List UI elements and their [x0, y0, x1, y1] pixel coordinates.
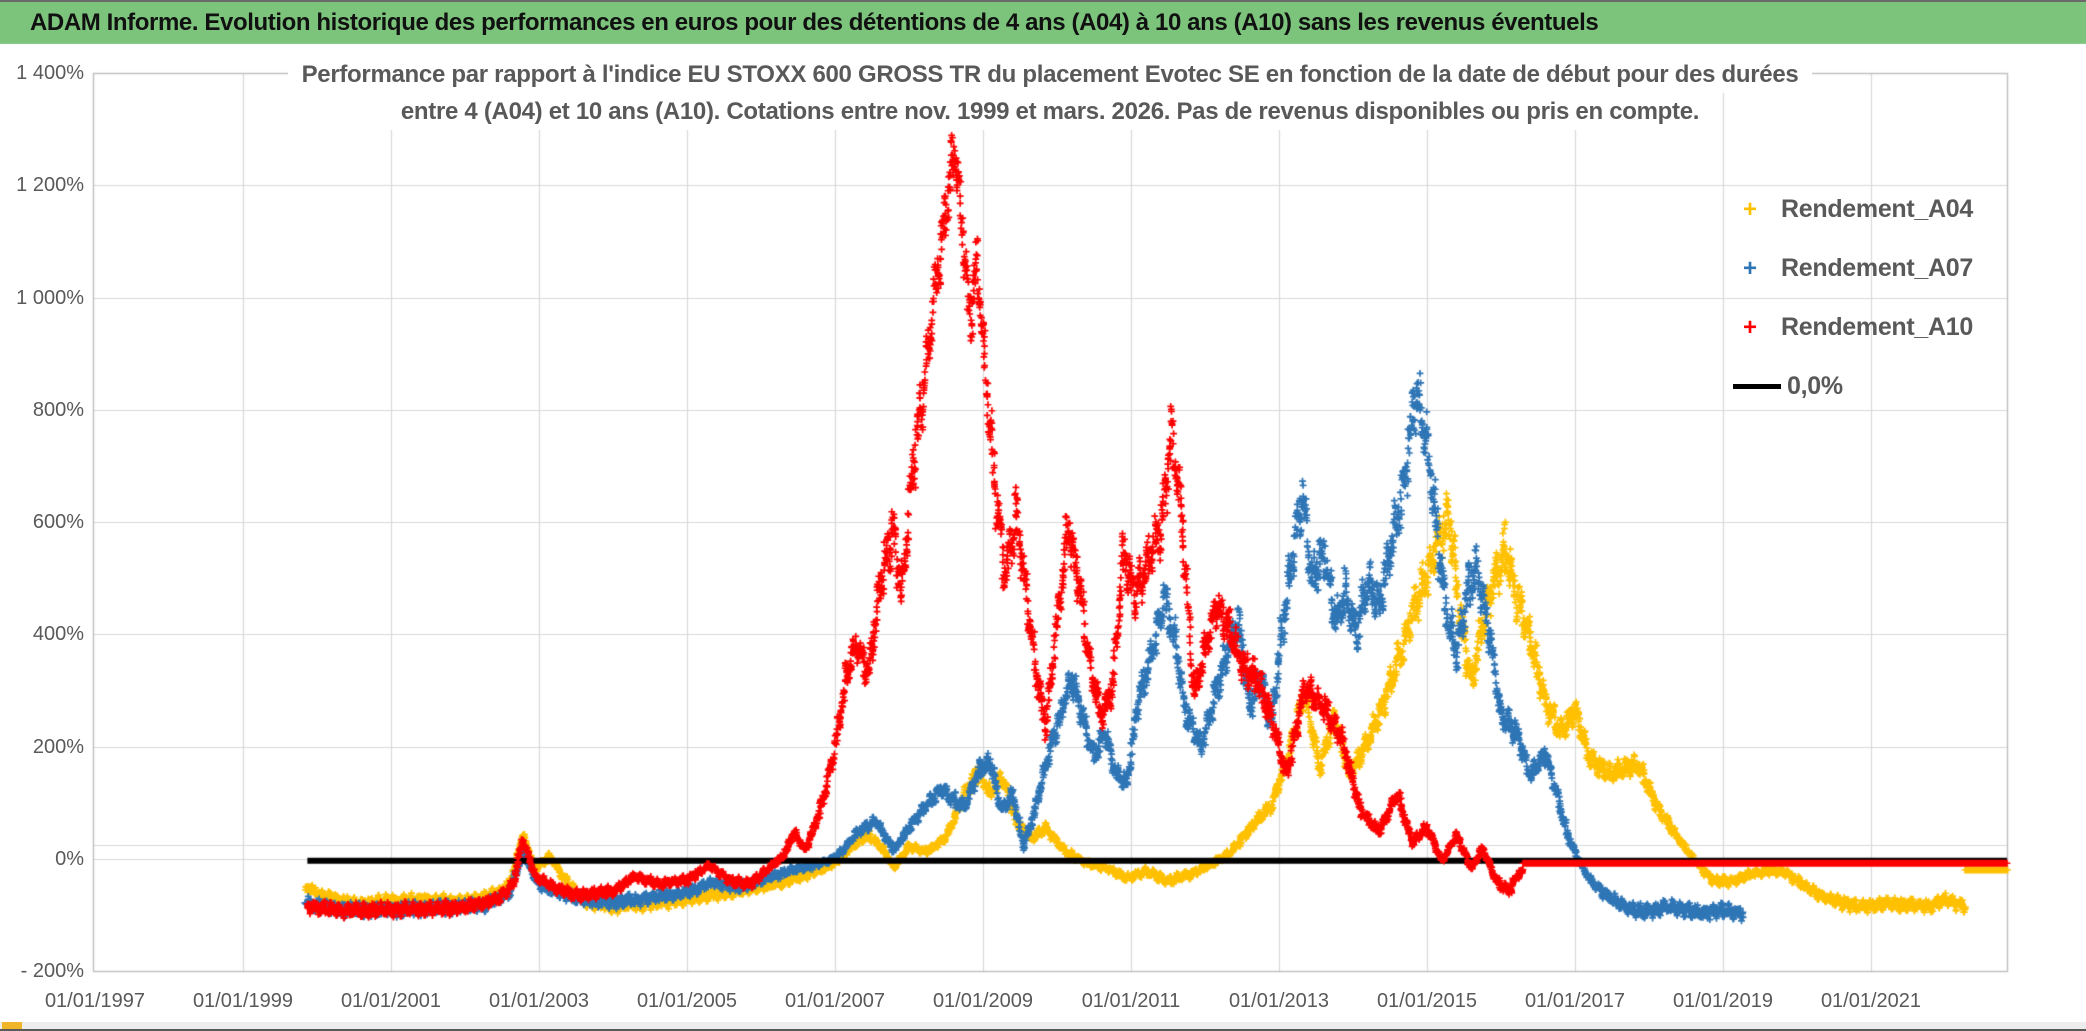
- y-tick-label: 400%: [32, 623, 84, 646]
- gold-accent-bottom-left: [2, 1022, 22, 1029]
- x-tick-label: 01/01/2011: [1081, 990, 1181, 1012]
- x-tick-label: 01/01/2001: [340, 990, 442, 1012]
- chart-title-line2: entre 4 (A04) et 10 ans (A10). Cotations…: [386, 93, 1714, 130]
- x-tick-label: 01/01/2019: [1672, 990, 1774, 1012]
- y-tick-label: 1 200%: [16, 174, 84, 197]
- x-tick-label: 01/01/2015: [1376, 990, 1478, 1012]
- legend-item: + Rendement_A04: [1733, 180, 1973, 239]
- x-tick-label: 01/01/2003: [488, 990, 590, 1012]
- chart-legend: + Rendement_A04 + Rendement_A07 + Rendement_A…: [1733, 180, 1973, 416]
- legend-plus-marker-icon: +: [1742, 195, 1757, 223]
- legend-label: Rendement_A04: [1781, 195, 1973, 223]
- y-tick-label: 0%: [55, 847, 84, 870]
- y-tick-label: 1 000%: [16, 286, 84, 309]
- x-tick-label: 01/01/2005: [636, 990, 738, 1012]
- bottom-strip: [0, 1022, 2086, 1031]
- x-tick-label: 01/01/2021: [1820, 990, 1922, 1012]
- legend-item: + Rendement_A07: [1733, 239, 1973, 298]
- legend-item: 0,0%: [1733, 357, 1973, 416]
- window-bottom-edge: [0, 1029, 2086, 1031]
- x-tick-label: 01/01/2013: [1228, 990, 1330, 1012]
- legend-plus-marker-icon: +: [1742, 254, 1757, 282]
- y-tick-label: 800%: [32, 398, 84, 421]
- legend-label: 0,0%: [1787, 372, 1843, 400]
- legend-label: Rendement_A07: [1781, 254, 1973, 282]
- y-tick-label: - 200%: [20, 960, 84, 982]
- x-tick-label: 01/01/2017: [1524, 990, 1626, 1012]
- legend-item: + Rendement_A10: [1733, 298, 1973, 357]
- x-tick-label: 01/01/2007: [784, 990, 886, 1012]
- chart-title: Performance par rapport à l'indice EU ST…: [93, 56, 2007, 130]
- y-tick-label: 600%: [32, 511, 84, 533]
- chart-title-line1: Performance par rapport à l'indice EU ST…: [287, 56, 1813, 93]
- legend-label: Rendement_A10: [1781, 313, 1973, 341]
- y-tick-label: 1 400%: [16, 62, 84, 84]
- x-tick-label: 01/01/2009: [932, 990, 1034, 1012]
- y-tick-label: 200%: [32, 735, 84, 758]
- legend-plus-marker-icon: +: [1742, 313, 1757, 341]
- x-tick-label: 01/01/1999: [192, 990, 294, 1012]
- x-tick-label: 01/01/1997: [44, 990, 146, 1012]
- legend-line-swatch: [1733, 384, 1781, 389]
